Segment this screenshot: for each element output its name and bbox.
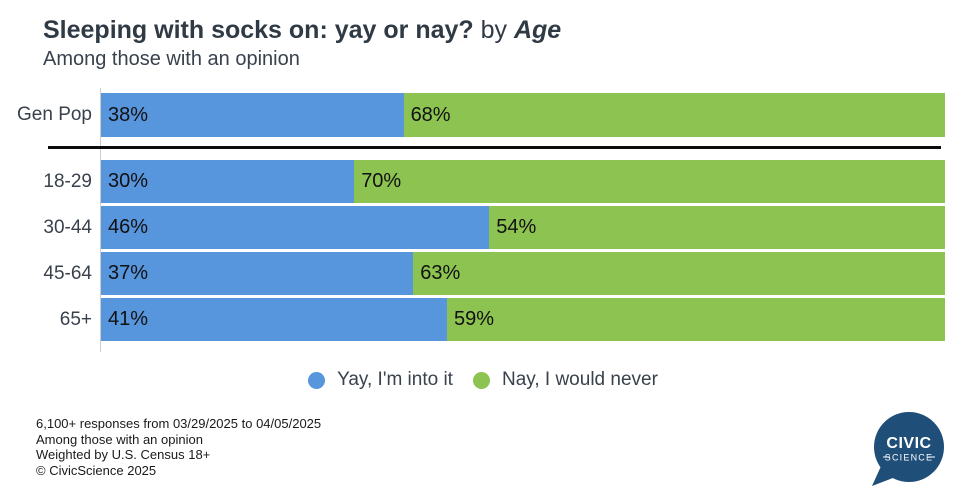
legend-dot-nay-icon (472, 371, 490, 389)
bar-value-yay: 38% (108, 103, 149, 126)
bar-segment-yay: 38% (101, 93, 404, 137)
bar-segment-nay: 54% (489, 206, 945, 249)
bar-segment-nay: 68% (403, 93, 945, 137)
gen-pop-separator-line (48, 146, 941, 149)
chart-title: Sleeping with socks on: yay or nay? by A… (43, 15, 561, 46)
bar-row-gen-pop: Gen Pop 38% 68% (0, 93, 966, 137)
row-label: Gen Pop (17, 104, 92, 125)
stacked-bar: 30% 70% (101, 160, 945, 203)
stacked-bar: 38% 68% (101, 93, 945, 137)
chart-title-emphasis: Age (513, 16, 562, 44)
bar-row-30-44: 30-44 46% 54% (0, 206, 966, 249)
logo-text-civic: CIVIC (886, 435, 931, 452)
row-label: 18-29 (43, 170, 92, 192)
chart-title-by: by (473, 16, 514, 44)
bar-segment-nay: 59% (447, 298, 945, 341)
bar-segment-nay: 70% (354, 160, 945, 203)
legend-item-yay: Yay, I'm into it (308, 369, 453, 391)
legend-item-nay: Nay, I would never (472, 369, 658, 391)
row-label: 65+ (59, 308, 92, 330)
footer-line-weighting: Weighted by U.S. Census 18+ (36, 447, 211, 462)
civicscience-logo: CIVIC SCIENCE (872, 412, 944, 486)
bar-value-nay: 59% (454, 308, 495, 330)
bar-row-65-plus: 65+ 41% 59% (0, 298, 966, 341)
bar-value-yay: 46% (108, 216, 149, 238)
bar-value-nay: 70% (361, 170, 402, 192)
bar-value-nay: 63% (420, 262, 461, 284)
bar-row-45-64: 45-64 37% 63% (0, 252, 966, 295)
logo-speech-tail (872, 464, 898, 486)
bar-row-18-29: 18-29 30% 70% (0, 160, 966, 203)
stacked-bar: 46% 54% (101, 206, 945, 249)
bar-value-nay: 54% (496, 216, 537, 238)
footer-line-responses: 6,100+ responses from 03/29/2025 to 04/0… (36, 416, 322, 431)
bar-value-nay: 68% (410, 103, 451, 126)
chart-title-main: Sleeping with socks on: yay or nay? (43, 16, 474, 44)
bar-value-yay: 37% (108, 262, 149, 284)
stacked-bar: 37% 63% (101, 252, 945, 295)
logo-circle (874, 412, 944, 482)
logo-text-science: SCIENCE (885, 453, 933, 463)
bar-segment-yay: 30% (101, 160, 355, 203)
bar-segment-nay: 63% (413, 252, 945, 295)
bar-segment-yay: 37% (101, 252, 414, 295)
legend-label-nay: Nay, I would never (501, 369, 658, 390)
bar-value-yay: 30% (108, 170, 149, 192)
legend-dot-yay-icon (308, 371, 326, 389)
bar-segment-yay: 41% (101, 298, 448, 341)
legend-label-yay: Yay, I'm into it (337, 369, 453, 390)
row-label: 30-44 (43, 216, 92, 238)
stacked-bar: 41% 59% (101, 298, 945, 341)
footer-line-opinion: Among those with an opinion (36, 431, 203, 447)
chart-header: Sleeping with socks on: yay or nay? by A… (43, 15, 561, 72)
row-label: 45-64 (43, 262, 92, 284)
bar-value-yay: 41% (108, 308, 149, 330)
chart-subtitle: Among those with an opinion (43, 48, 300, 70)
legend: Yay, I'm into it Nay, I would never (0, 368, 966, 392)
footer-notes: 6,100+ responses from 03/29/2025 to 04/0… (36, 416, 321, 478)
footer-line-copyright: © CivicScience 2025 (36, 462, 157, 478)
bar-segment-yay: 46% (101, 206, 490, 249)
y-axis-line (100, 88, 101, 352)
